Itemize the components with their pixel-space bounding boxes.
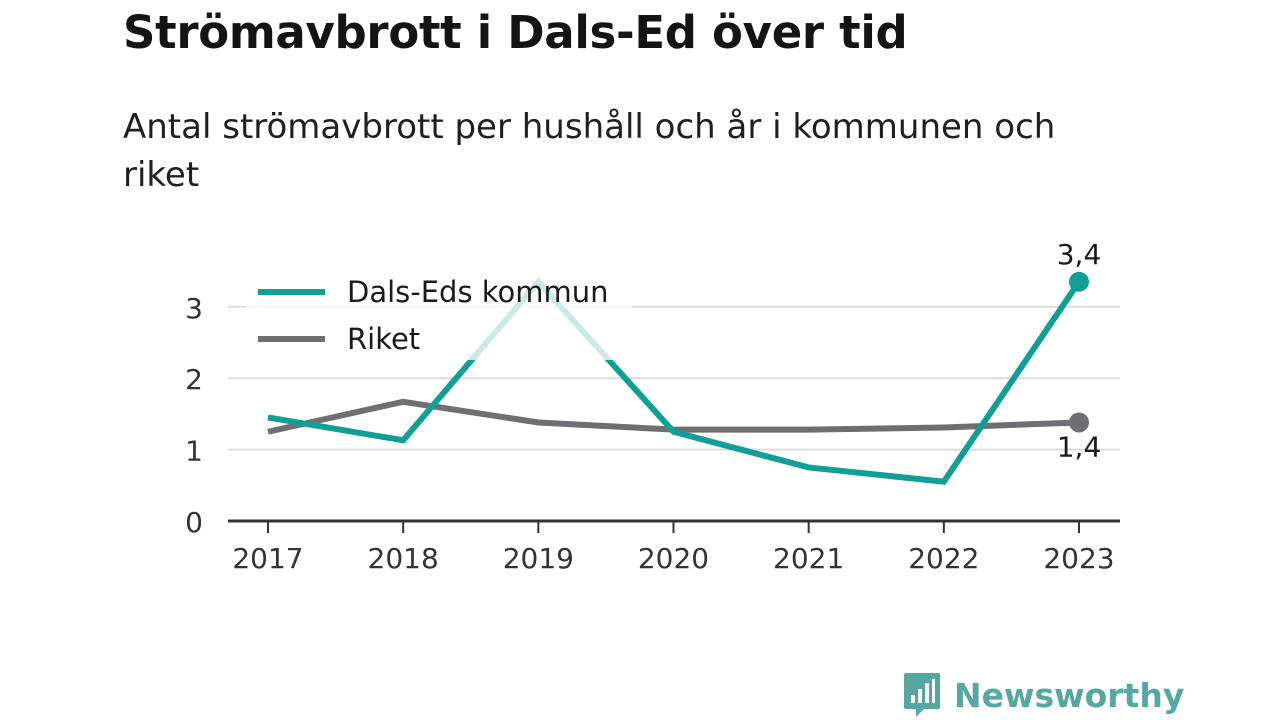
data-label-riket: 1,4 [1057, 430, 1102, 463]
series-line-dals-eds-kommun [267, 277, 1082, 485]
x-tick-label: 2023 [1043, 542, 1114, 575]
brand-name: Newsworthy [954, 675, 1185, 715]
y-tick-label: 2 [185, 363, 203, 396]
x-tick-label: 2022 [908, 542, 979, 575]
x-tick-label: 2018 [368, 542, 439, 575]
y-tick-label: 1 [185, 435, 203, 468]
end-point-marker [1069, 412, 1089, 433]
legend-label: Riket [347, 322, 420, 356]
x-tick-label: 2021 [773, 542, 844, 575]
x-tick-label: 2017 [232, 542, 303, 575]
legend-label: Dals-Eds kommun [347, 275, 609, 309]
legend-background [246, 268, 632, 360]
x-tick-label: 2019 [503, 542, 574, 575]
y-tick-label: 0 [185, 506, 203, 539]
y-tick-label: 3 [185, 292, 203, 325]
end-point-marker [1069, 271, 1089, 292]
x-tick-label: 2020 [638, 542, 709, 575]
chart-subtitle: Antal strömavbrott per hushåll och år i … [123, 107, 1056, 195]
series-line-riket [267, 398, 1080, 435]
chart-title: Strömavbrott i Dals-Ed över tid [123, 6, 908, 59]
newsworthy-logo: Newsworthy [902, 671, 1184, 719]
newsworthy-logo-icon [904, 673, 940, 717]
data-label-kommun: 3,4 [1057, 238, 1102, 271]
